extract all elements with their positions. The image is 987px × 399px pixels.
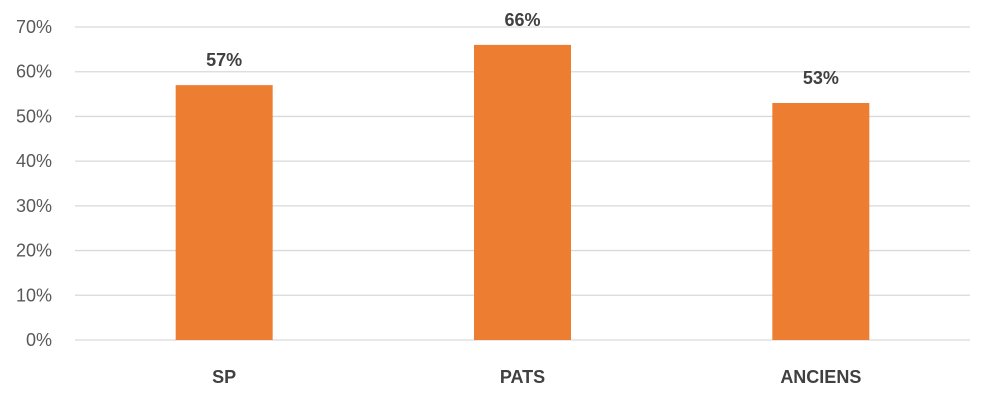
x-category-label: PATS [500,367,545,387]
y-tick-label: 50% [16,106,52,126]
y-tick-label: 60% [16,62,52,82]
y-tick-label: 70% [16,17,52,37]
bar-anciens [772,103,870,340]
x-category-label: ANCIENS [780,367,861,387]
data-label: 57% [206,50,242,70]
bar-sp [175,85,273,340]
bars [175,44,870,341]
data-label: 66% [504,10,540,30]
x-axis-category-labels: SP PATS ANCIENS [212,367,861,387]
y-tick-label: 0% [26,330,52,350]
data-label: 53% [803,68,839,88]
y-tick-label: 40% [16,151,52,171]
y-axis-tick-labels: 0% 10% 20% 30% 40% 50% 60% 70% [16,17,52,350]
x-category-label: SP [212,367,236,387]
y-tick-label: 30% [16,196,52,216]
y-tick-label: 10% [16,285,52,305]
y-tick-label: 20% [16,241,52,261]
data-labels: 57% 66% 53% [206,10,839,88]
bar-pats [474,44,571,341]
